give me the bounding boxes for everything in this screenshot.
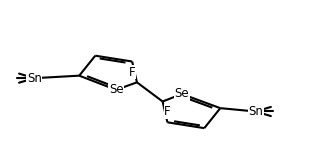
Text: F: F — [129, 66, 136, 79]
Text: Se: Se — [109, 83, 123, 96]
Text: Sn: Sn — [248, 105, 263, 118]
Text: Sn: Sn — [27, 72, 42, 85]
Text: Se: Se — [175, 88, 189, 100]
Text: F: F — [164, 105, 171, 118]
